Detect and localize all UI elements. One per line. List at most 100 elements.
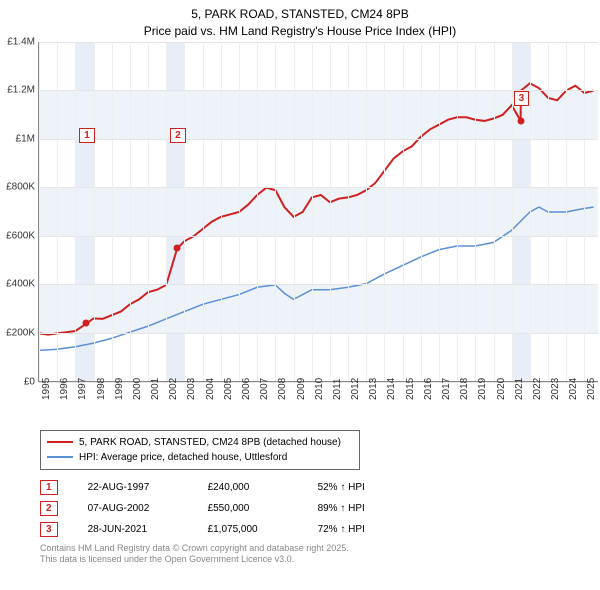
- y-axis-label: £800K: [1, 182, 35, 193]
- x-axis-label: 2017: [441, 377, 452, 399]
- x-axis-label: 2007: [259, 377, 270, 399]
- gridline-v: [566, 42, 567, 381]
- x-axis-label: 2018: [459, 377, 470, 399]
- x-axis-label: 2011: [332, 378, 343, 400]
- sale-date: 22-AUG-1997: [88, 482, 178, 493]
- x-axis-label: 2008: [277, 377, 288, 399]
- gridline-v: [275, 42, 276, 381]
- gridline-v: [239, 42, 240, 381]
- x-axis-label: 2012: [350, 377, 361, 399]
- x-axis-label: 2025: [586, 377, 597, 399]
- sale-marker-dot: [517, 117, 524, 124]
- gridline-v: [94, 42, 95, 381]
- x-axis-label: 2013: [368, 377, 379, 399]
- gridline-v: [312, 42, 313, 381]
- gridline-h: [39, 236, 598, 237]
- gridline-v: [348, 42, 349, 381]
- x-axis-label: 2014: [386, 377, 397, 399]
- gridline-h: [39, 42, 598, 43]
- gridline-v: [384, 42, 385, 381]
- sale-id-box: 2: [40, 501, 58, 516]
- series-line: [39, 83, 594, 334]
- legend-label: HPI: Average price, detached house, Uttl…: [79, 450, 287, 465]
- sale-date: 07-AUG-2002: [88, 503, 178, 514]
- gridline-v: [530, 42, 531, 381]
- legend-row: 5, PARK ROAD, STANSTED, CM24 8PB (detach…: [47, 435, 353, 450]
- x-axis-label: 1995: [41, 377, 52, 399]
- gridline-v: [57, 42, 58, 381]
- y-axis-label: £200K: [1, 328, 35, 339]
- gridline-v: [421, 42, 422, 381]
- legend-swatch: [47, 441, 73, 443]
- footer-line2: This data is licensed under the Open Gov…: [40, 554, 560, 566]
- x-axis-label: 2020: [496, 377, 507, 399]
- sale-marker-box: 1: [79, 128, 95, 143]
- x-axis-label: 1997: [77, 377, 88, 399]
- x-axis-label: 2021: [514, 377, 525, 399]
- gridline-v: [294, 42, 295, 381]
- x-axis-label: 2003: [186, 377, 197, 399]
- x-axis-label: 1998: [96, 377, 107, 399]
- y-axis-label: £600K: [1, 230, 35, 241]
- legend-swatch: [47, 456, 73, 458]
- gridline-v: [112, 42, 113, 381]
- sale-price: £550,000: [208, 503, 288, 514]
- x-axis-label: 2022: [532, 377, 543, 399]
- y-axis-label: £1.2M: [1, 85, 35, 96]
- x-axis-label: 2006: [241, 377, 252, 399]
- gridline-v: [366, 42, 367, 381]
- x-axis-label: 2010: [314, 377, 325, 399]
- series-line: [39, 207, 594, 350]
- y-axis-label: £0: [1, 376, 35, 387]
- sale-id-box: 1: [40, 480, 58, 495]
- x-axis-label: 2024: [568, 377, 579, 399]
- x-axis-label: 2023: [550, 377, 561, 399]
- legend-label: 5, PARK ROAD, STANSTED, CM24 8PB (detach…: [79, 435, 341, 450]
- chart-plot-wrap: £0£200K£400K£600K£800K£1M£1.2M£1.4M123 1…: [38, 42, 598, 422]
- sales-table: 122-AUG-1997£240,00052% ↑ HPI207-AUG-200…: [40, 480, 600, 537]
- sale-row: 2 07-AUG-2002 £550,000 89% ↑ HPI: [40, 501, 600, 516]
- gridline-v: [584, 42, 585, 381]
- gridline-v: [203, 42, 204, 381]
- sale-marker-box: 2: [170, 128, 186, 143]
- legend-box: 5, PARK ROAD, STANSTED, CM24 8PB (detach…: [40, 430, 360, 470]
- x-axis-label: 2004: [205, 377, 216, 399]
- gridline-h: [39, 187, 598, 188]
- footer-line1: Contains HM Land Registry data © Crown c…: [40, 543, 560, 555]
- gridline-v: [457, 42, 458, 381]
- x-axis-label: 1996: [59, 377, 70, 399]
- gridline-h: [39, 139, 598, 140]
- sale-date: 28-JUN-2021: [88, 524, 178, 535]
- x-axis-label: 2005: [223, 377, 234, 399]
- gridline-v: [184, 42, 185, 381]
- gridline-v: [439, 42, 440, 381]
- x-axis-label: 2002: [168, 377, 179, 399]
- y-axis-label: £1.4M: [1, 36, 35, 47]
- x-axis-label: 2001: [150, 377, 161, 399]
- sale-marker-dot: [83, 320, 90, 327]
- gridline-v: [39, 42, 40, 381]
- gridline-v: [548, 42, 549, 381]
- gridline-h: [39, 284, 598, 285]
- sale-id-box: 3: [40, 522, 58, 537]
- gridline-h: [39, 333, 598, 334]
- plot-area: £0£200K£400K£600K£800K£1M£1.2M£1.4M123: [38, 42, 598, 382]
- sale-row: 3 28-JUN-2021 £1,075,000 72% ↑ HPI: [40, 522, 600, 537]
- chart-container: 5, PARK ROAD, STANSTED, CM24 8PB Price p…: [0, 0, 600, 590]
- sale-price: £1,075,000: [208, 524, 288, 535]
- gridline-v: [403, 42, 404, 381]
- legend-row: HPI: Average price, detached house, Uttl…: [47, 450, 353, 465]
- x-axis-label: 2015: [405, 377, 416, 399]
- sale-hpi: 72% ↑ HPI: [318, 524, 398, 535]
- gridline-v: [75, 42, 76, 381]
- sale-marker-box: 3: [514, 91, 530, 106]
- gridline-v: [257, 42, 258, 381]
- sale-hpi: 89% ↑ HPI: [318, 503, 398, 514]
- sale-marker-dot: [174, 245, 181, 252]
- sale-hpi: 52% ↑ HPI: [318, 482, 398, 493]
- title-address: 5, PARK ROAD, STANSTED, CM24 8PB: [4, 6, 596, 23]
- x-axis-label: 2019: [477, 377, 488, 399]
- gridline-v: [130, 42, 131, 381]
- x-axis-label: 2016: [423, 377, 434, 399]
- x-axis-label: 1999: [114, 377, 125, 399]
